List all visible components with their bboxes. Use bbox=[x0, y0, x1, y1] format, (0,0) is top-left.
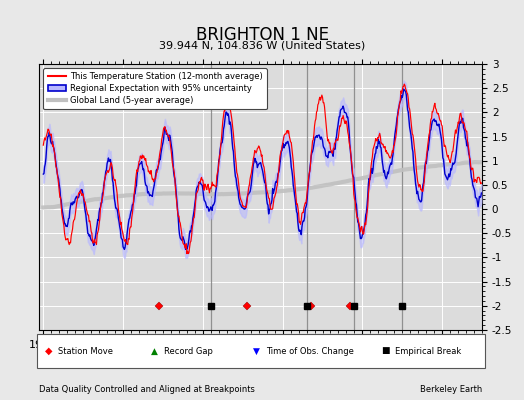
Text: Empirical Break: Empirical Break bbox=[395, 346, 461, 356]
Text: 39.944 N, 104.836 W (United States): 39.944 N, 104.836 W (United States) bbox=[159, 40, 365, 50]
Text: ■: ■ bbox=[381, 346, 389, 356]
Text: Data Quality Controlled and Aligned at Breakpoints: Data Quality Controlled and Aligned at B… bbox=[39, 385, 255, 394]
Legend: This Temperature Station (12-month average), Regional Expectation with 95% uncer: This Temperature Station (12-month avera… bbox=[43, 68, 267, 109]
Text: Berkeley Earth: Berkeley Earth bbox=[420, 385, 482, 394]
Text: Record Gap: Record Gap bbox=[164, 346, 213, 356]
Text: Station Move: Station Move bbox=[58, 346, 113, 356]
Text: ▼: ▼ bbox=[253, 346, 260, 356]
Text: ▲: ▲ bbox=[151, 346, 158, 356]
Text: BRIGHTON 1 NE: BRIGHTON 1 NE bbox=[195, 26, 329, 44]
Text: Time of Obs. Change: Time of Obs. Change bbox=[266, 346, 354, 356]
Text: ◆: ◆ bbox=[45, 346, 52, 356]
